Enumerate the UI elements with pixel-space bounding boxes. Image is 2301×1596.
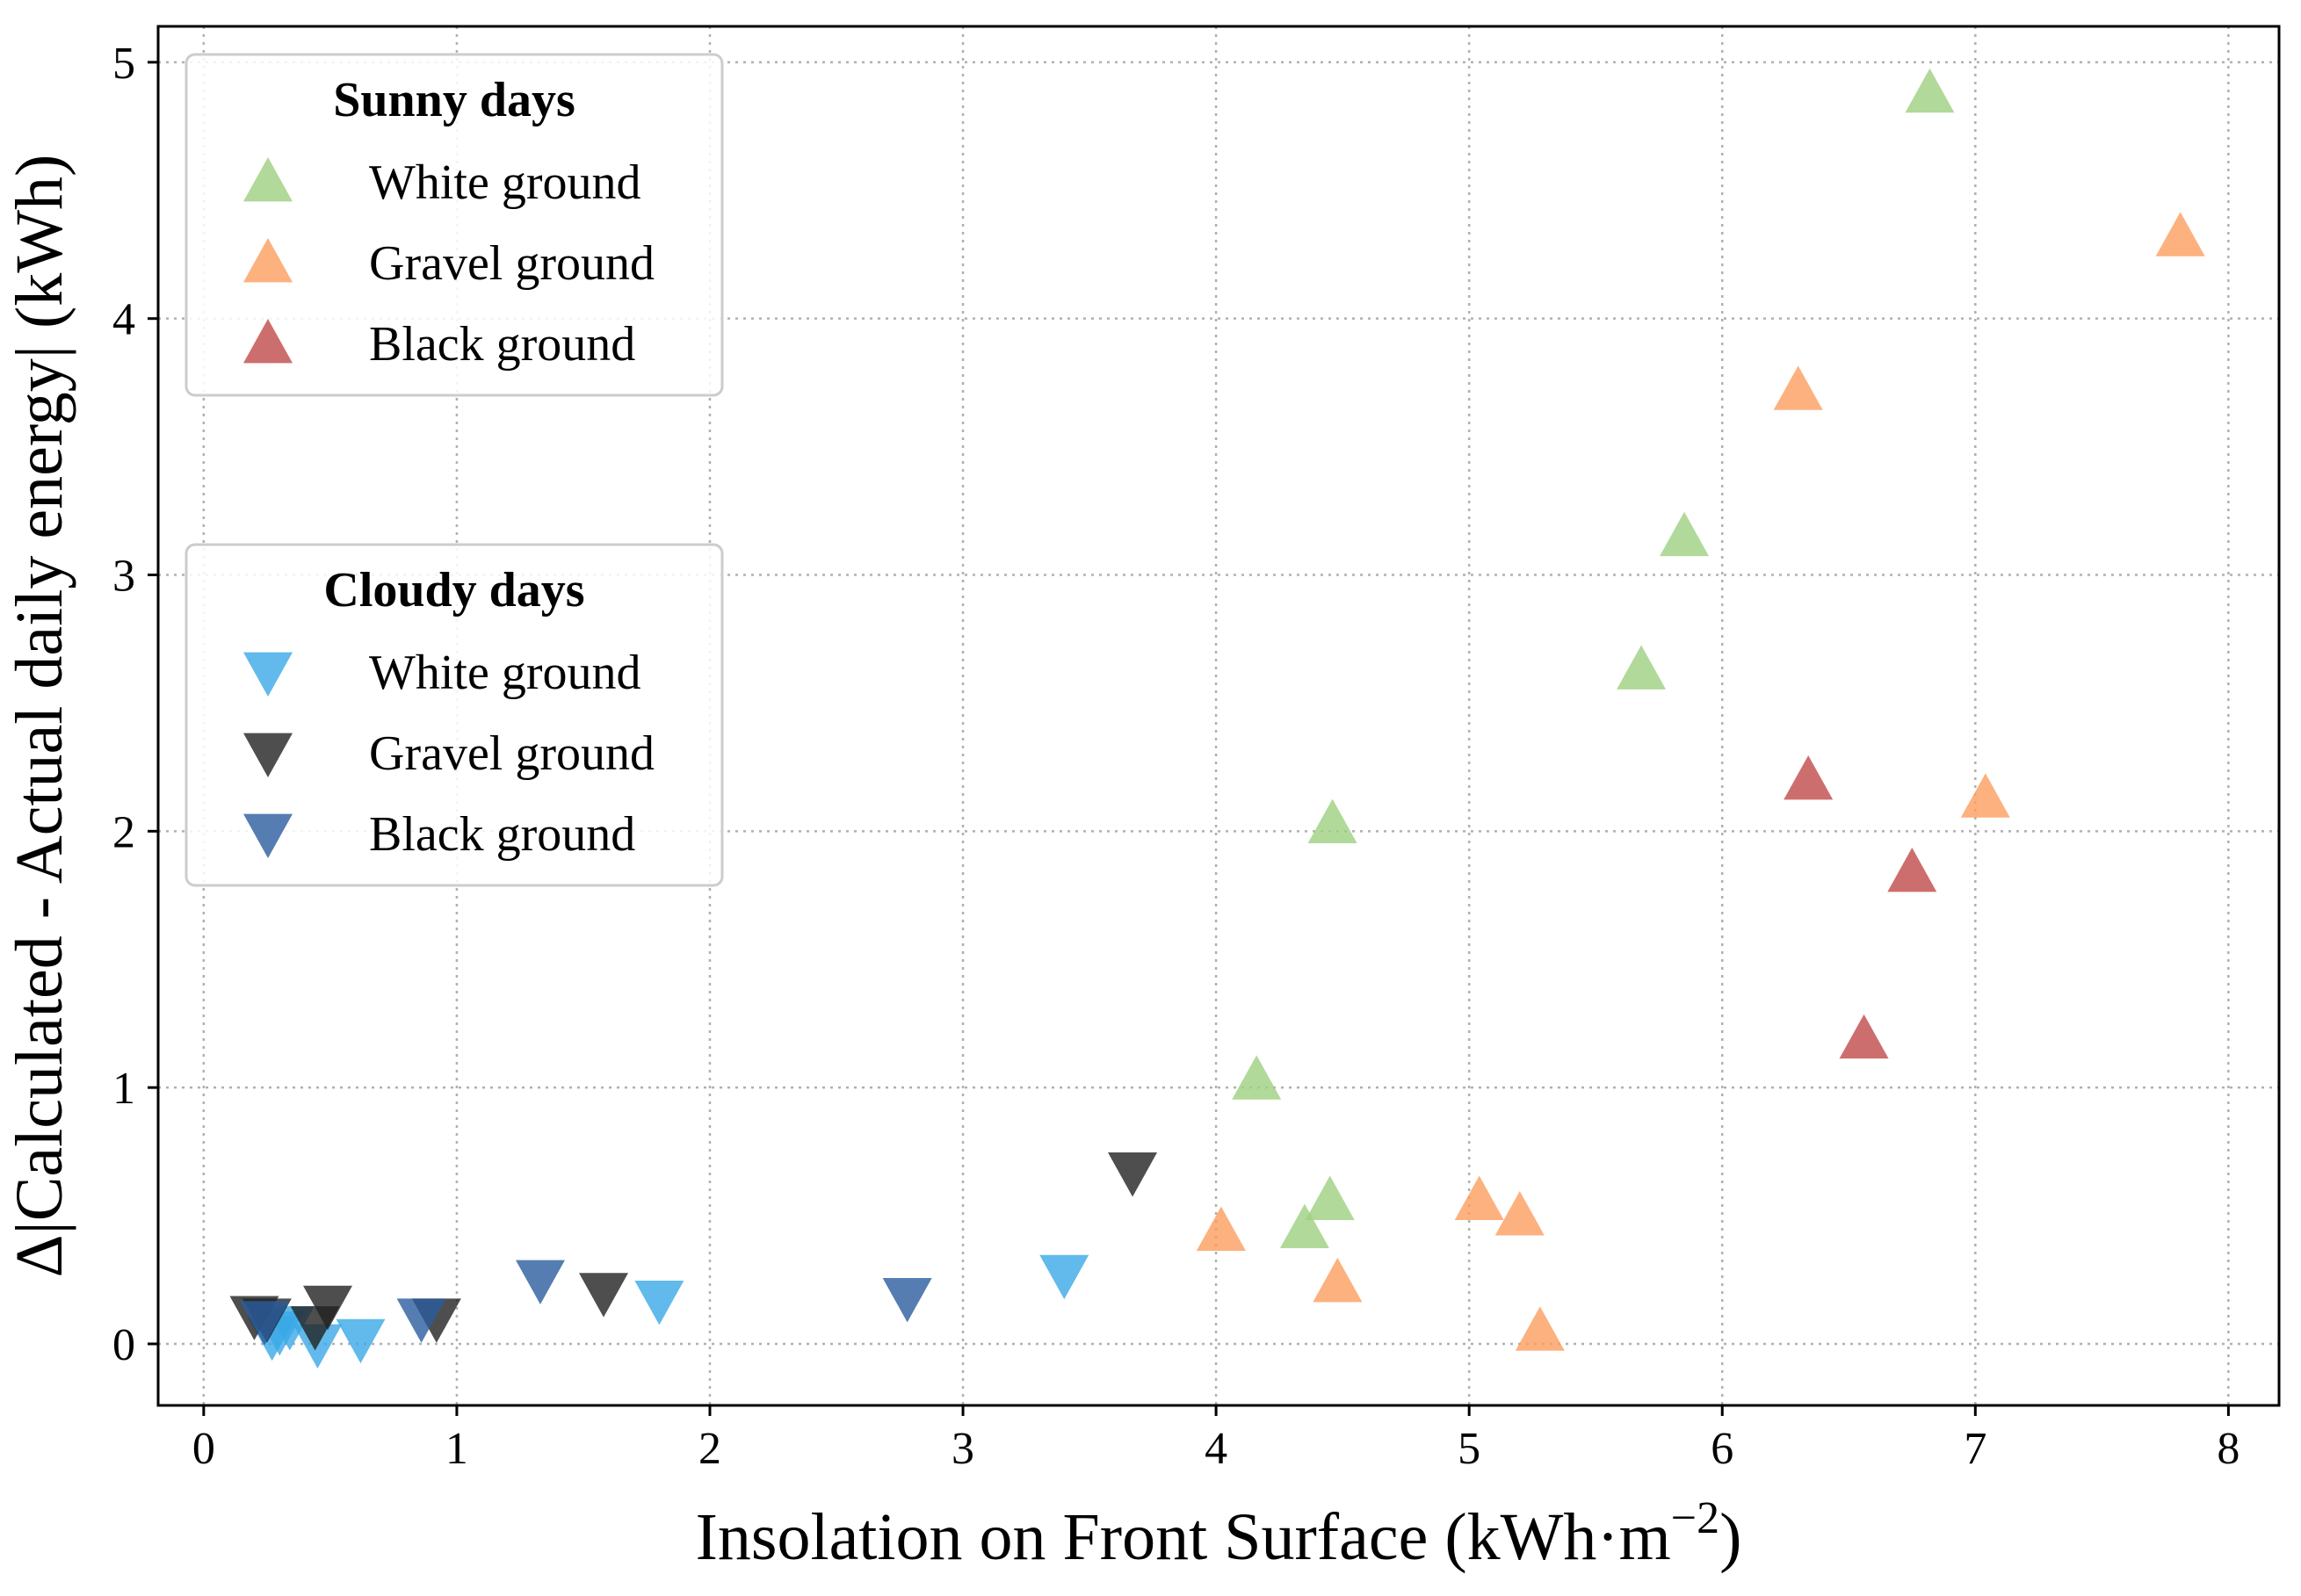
x-tick-label: 6 <box>1711 1424 1733 1474</box>
axis-ticks: 0 1 2 3 4 5 6 7 8 0 1 2 3 4 5 <box>112 39 2239 1474</box>
sunny-point-marker <box>1196 1206 1246 1251</box>
plot-frame <box>156 25 2281 1407</box>
y-tick-label: 2 <box>112 807 135 857</box>
legend-cloudy-entries: White ground Gravel ground Black ground <box>243 646 655 862</box>
sunny-point-marker <box>1960 773 2010 818</box>
legend-marker-icon <box>243 652 293 697</box>
cloudy-point-marker <box>239 1301 289 1346</box>
y-tick-label: 3 <box>112 551 135 601</box>
cloudy-point-marker <box>396 1298 446 1343</box>
y-tick-label: 0 <box>112 1320 135 1370</box>
x-tick-label: 1 <box>445 1424 468 1474</box>
sunny-point-marker <box>1905 68 1955 113</box>
cloudy-point-marker <box>882 1278 932 1323</box>
sunny-point-marker <box>1494 1191 1545 1236</box>
x-axis-label-exponent: −2 <box>1671 1493 1719 1543</box>
x-tick-label: 3 <box>952 1424 974 1474</box>
x-axis-label: Insolation on Front Surface (kWh·m−2) <box>696 1493 1742 1574</box>
sunny-point-marker <box>1660 511 1710 557</box>
sunny-point-marker <box>1454 1175 1504 1220</box>
x-tick-label: 4 <box>1205 1424 1227 1474</box>
x-tick-label: 5 <box>1458 1424 1480 1474</box>
legend-entry-label: White ground <box>369 646 640 700</box>
legend-entry-label: Black ground <box>369 317 635 372</box>
cloudy-point-marker <box>336 1318 386 1364</box>
x-axis-label-close: ) <box>1719 1500 1741 1574</box>
x-tick-label: 2 <box>698 1424 721 1474</box>
sunny-point-marker <box>1305 1175 1355 1220</box>
legend-cloudy-title: Cloudy days <box>323 563 584 617</box>
cloudy-point-marker <box>634 1280 684 1325</box>
sunny-point-marker <box>1617 645 1667 690</box>
legend-entry-label: Gravel ground <box>369 726 655 781</box>
legend-sunny-entries: White ground Gravel ground Black ground <box>243 155 655 372</box>
sunny-point-marker <box>1313 1257 1363 1303</box>
x-tick-label: 7 <box>1964 1424 1986 1474</box>
y-axis-label: Δ|Calculated - Actual daily energy| (kWh… <box>3 155 76 1278</box>
legend-entry-label: Black ground <box>369 807 635 862</box>
legend-sunny: Sunny days White ground Gravel ground Blac… <box>185 53 724 397</box>
cloudy-point-marker <box>1108 1152 1158 1197</box>
sunny-point-marker <box>2155 212 2205 256</box>
sunny-point-marker <box>1515 1306 1565 1351</box>
legend-marker-icon <box>243 813 293 858</box>
y-tick-label: 5 <box>112 39 135 89</box>
sunny-point-marker <box>1887 848 1937 892</box>
legend-sunny-frame <box>185 53 724 397</box>
cloudy-point-marker <box>290 1306 340 1351</box>
legend-cloudy: Cloudy days White ground Gravel ground Bla… <box>185 543 724 887</box>
x-tick-label: 8 <box>2217 1424 2239 1474</box>
legend-marker-icon <box>243 733 293 777</box>
legend-marker-icon <box>243 319 293 364</box>
legend-entry-label: White ground <box>369 155 640 210</box>
legend-cloudy-frame <box>185 543 724 887</box>
legend-sunny-title: Sunny days <box>333 73 575 127</box>
sunny-point-marker <box>1232 1055 1282 1100</box>
legend-marker-icon <box>243 238 293 283</box>
sunny-point-marker <box>1773 365 1823 410</box>
cloudy-point-marker <box>578 1273 628 1318</box>
cloudy-point-marker <box>515 1260 565 1305</box>
cloudy-point-marker <box>293 1324 343 1369</box>
legend-marker-icon <box>243 157 293 202</box>
sunny-point-marker <box>1784 755 1834 800</box>
cloudy-point-marker <box>1039 1254 1089 1300</box>
sunny-point-marker <box>1307 798 1357 843</box>
x-tick-label: 0 <box>192 1424 215 1474</box>
y-tick-label: 4 <box>112 295 135 345</box>
y-tick-label: 1 <box>112 1064 135 1114</box>
sunny-point-marker <box>1839 1014 1889 1059</box>
data-points <box>229 68 2205 1369</box>
sunny-point-marker <box>1279 1203 1329 1249</box>
legend-entry-label: Gravel ground <box>369 236 655 291</box>
